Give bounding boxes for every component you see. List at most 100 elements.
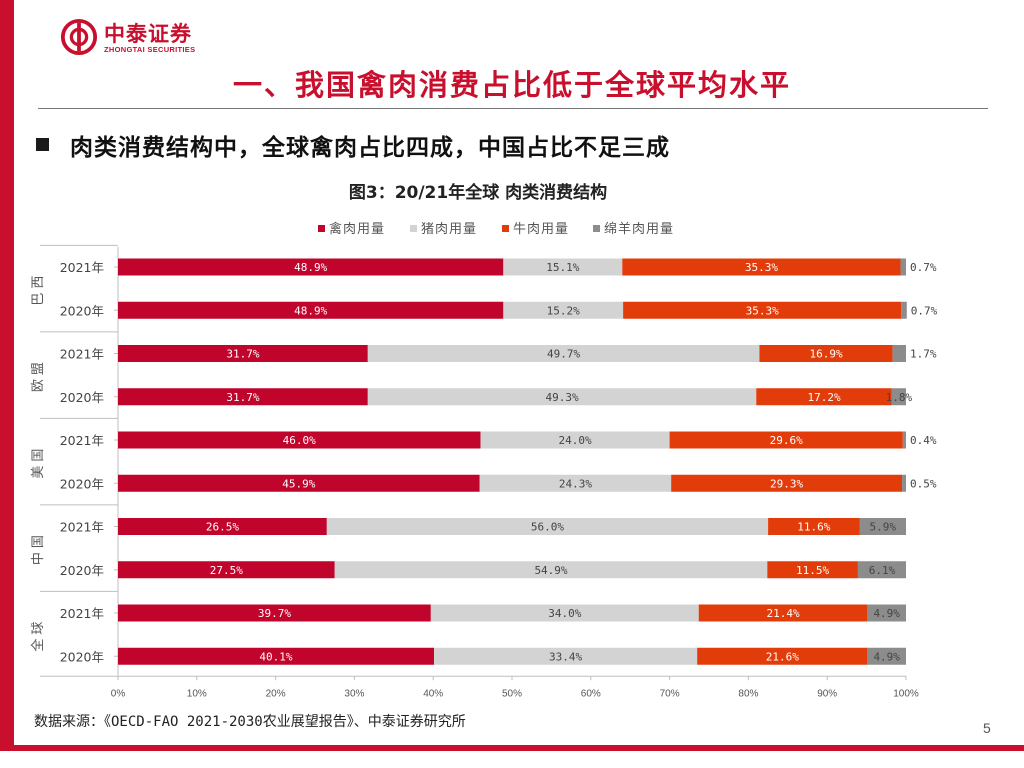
x-tick-label: 10% [187, 688, 207, 699]
x-tick-label: 50% [502, 688, 522, 699]
bar-segment-3 [698, 604, 868, 622]
meat-consumption-chart: 图3：20/21年全球 肉类消费结构 禽肉用量 猪肉用量 牛肉用量 绵羊肉用量 巴西 2… [30, 182, 938, 699]
row-year-label: 2020年 [60, 563, 104, 578]
brand-name-cn: 中泰证券 [104, 22, 192, 46]
bar-segment-2 [334, 561, 768, 579]
page-number: 5 [983, 720, 991, 736]
bar-segment-3 [697, 647, 868, 665]
brand-logo: 中泰证券 ZHONGTAI SECURITIES [60, 18, 230, 58]
bar-segment-1 [118, 647, 434, 665]
bar-value-label: 48.9% [294, 304, 327, 317]
bar-segment-2 [503, 301, 624, 319]
bar-value-label: 46.0% [283, 434, 316, 447]
row-year-label: 2020年 [60, 476, 104, 491]
bar-value-label: 35.3% [746, 304, 779, 317]
bar-value-label: 48.9% [294, 261, 327, 274]
group-label: 美国 [31, 445, 46, 479]
title-divider [38, 108, 988, 109]
bar-segment-2 [479, 474, 672, 492]
bar-value-label: 29.3% [770, 477, 803, 490]
legend-label-4: 绵羊肉用量 [604, 221, 674, 237]
bar-value-label: 15.2% [547, 304, 580, 317]
bar-value-label: 39.7% [258, 607, 291, 620]
bar-segment-3 [622, 258, 901, 276]
bar-segment-1 [118, 604, 431, 622]
bar-value-label: 29.6% [770, 434, 803, 447]
x-tick-label: 20% [266, 688, 286, 699]
bar-segment-4 [900, 258, 906, 276]
bar-segment-4 [892, 345, 906, 362]
bar-value-label: 24.0% [558, 434, 591, 447]
bar-segment-1 [118, 561, 335, 579]
bar-value-label: 49.3% [545, 391, 578, 404]
bar-value-label: 11.6% [797, 521, 830, 534]
bar-segment-2 [430, 604, 699, 622]
bar-segment-4 [902, 474, 906, 492]
bar-segment-3 [623, 301, 902, 319]
bar-segment-2 [326, 518, 769, 535]
source-note: 数据来源：《OECD-FAO 2021-2030农业展望报告》、中泰证券研究所 [34, 714, 466, 730]
bar-segment-3 [767, 561, 858, 579]
row-year-label: 2021年 [60, 606, 104, 621]
bar-value-label: 45.9% [282, 477, 315, 490]
bar-segment-4 [859, 518, 906, 535]
x-tick-label: 100% [893, 688, 919, 699]
legend-swatch-2 [410, 225, 417, 232]
bar-segment-1 [118, 258, 504, 276]
group-label: 欧盟 [31, 358, 46, 392]
bar-segment-4 [867, 647, 906, 665]
bar-segment-2 [503, 258, 623, 276]
bar-segment-1 [118, 345, 368, 362]
x-tick-label: 70% [660, 688, 680, 699]
row-year-label: 2020年 [60, 303, 104, 318]
bar-value-label: 33.4% [549, 650, 582, 663]
bar-value-label: 24.3% [559, 477, 592, 490]
bar-value-label: 11.5% [796, 564, 829, 577]
row-year-label: 2021年 [60, 347, 104, 362]
bar-segment-3 [756, 388, 892, 406]
x-tick-label: 90% [817, 688, 837, 699]
left-accent-bar [0, 0, 14, 745]
x-tick-label: 60% [581, 688, 601, 699]
row-year-label: 2021年 [60, 260, 104, 275]
chart-plot-area: 巴西 2021年 48.9% 15.1% 35.3% 0.7% 2020年 48.9% 15.2… [30, 244, 938, 699]
zhongtai-logo-icon [60, 18, 98, 56]
bar-value-label: 4.9% [873, 650, 900, 663]
x-tick-label: 30% [344, 688, 364, 699]
group-label: 巴西 [31, 272, 46, 306]
bar-value-label: 6.1% [869, 564, 896, 577]
bar-value-label: 31.7% [226, 391, 259, 404]
bar-value-label: 21.4% [767, 607, 800, 620]
chart-legend: 禽肉用量 猪肉用量 牛肉用量 绵羊肉用量 [318, 221, 674, 237]
bar-value-label: 26.5% [206, 521, 239, 534]
bar-segment-1 [118, 474, 480, 492]
bar-value-label: 0.7% [910, 261, 937, 274]
bar-segment-1 [118, 301, 504, 319]
bullet-heading: 肉类消费结构中，全球禽肉占比四成，中国占比不足三成 [70, 134, 670, 161]
row-year-label: 2021年 [60, 520, 104, 535]
group-label: 中国 [31, 531, 46, 565]
bar-value-label: 16.9% [809, 348, 842, 361]
bar-value-label: 56.0% [531, 521, 564, 534]
bar-value-label: 54.9% [534, 564, 567, 577]
chart-title: 图3：20/21年全球 肉类消费结构 [349, 182, 607, 203]
bar-segment-3 [671, 474, 903, 492]
bar-value-label: 0.5% [910, 477, 937, 490]
bar-segment-3 [669, 431, 903, 449]
bar-segment-4 [891, 388, 906, 406]
bullet-square-icon [36, 138, 49, 151]
bar-value-label: 34.0% [548, 607, 581, 620]
bar-segment-2 [433, 647, 698, 665]
bar-value-label: 31.7% [226, 348, 259, 361]
bar-segment-2 [480, 431, 670, 449]
row-year-label: 2020年 [60, 390, 104, 405]
x-tick-label: 40% [423, 688, 443, 699]
bar-segment-4 [901, 301, 907, 319]
bar-value-label: 27.5% [210, 564, 243, 577]
x-tick-label: 80% [738, 688, 758, 699]
bar-segment-2 [367, 388, 757, 406]
x-tick-label: 0% [111, 688, 126, 699]
bar-segment-3 [759, 345, 893, 362]
bar-segment-4 [902, 431, 906, 449]
bar-value-label: 1.8% [886, 391, 913, 404]
